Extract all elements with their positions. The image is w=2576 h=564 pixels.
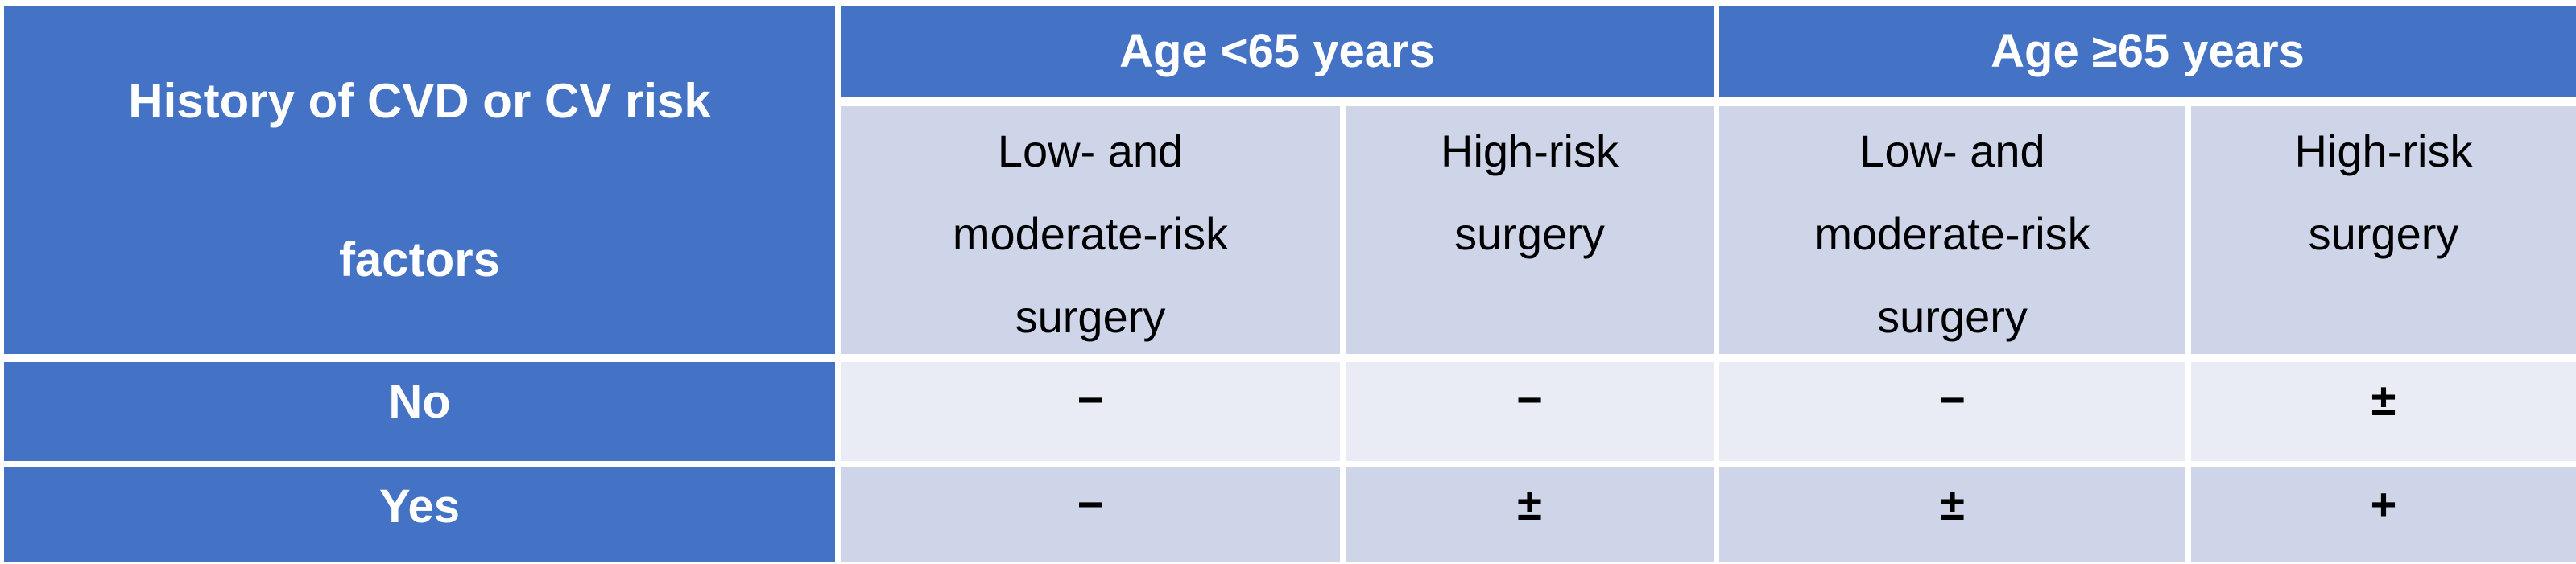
value-cell-yes-ge65-high: + — [2191, 467, 2576, 562]
row-label-no: No — [4, 362, 835, 461]
subcolumn-header-ge65-high-risk: High-risk surgery — [2191, 106, 2576, 354]
corner-header-cell: History of CVD or CV risk factors — [4, 6, 835, 354]
subcolumn-header-lt65-low-moderate-risk: Low- and moderate-risk surgery — [841, 106, 1340, 354]
row-label-yes: Yes — [4, 467, 835, 562]
corner-header-line-1: History of CVD or CV risk — [128, 73, 711, 128]
subcolumn-header-lt65-high-risk: High-risk surgery — [1346, 106, 1714, 354]
value-cell-no-lt65-high: − — [1346, 362, 1714, 461]
value-cell-no-ge65-low-moderate: − — [1719, 362, 2185, 461]
subcolumn-header-ge65-low-moderate-risk: Low- and moderate-risk surgery — [1719, 106, 2185, 354]
value-cell-no-lt65-low-moderate: − — [841, 362, 1340, 461]
value-cell-yes-lt65-low-moderate: − — [841, 467, 1340, 562]
value-cell-yes-ge65-low-moderate: ± — [1719, 467, 2185, 562]
age-group-header-under-65: Age <65 years — [841, 6, 1714, 97]
corner-header-line-2: factors — [338, 232, 501, 286]
age-group-header-65-and-over: Age ≥65 years — [1719, 6, 2576, 97]
value-cell-yes-lt65-high: ± — [1346, 467, 1714, 562]
value-cell-no-ge65-high: ± — [2191, 362, 2576, 461]
